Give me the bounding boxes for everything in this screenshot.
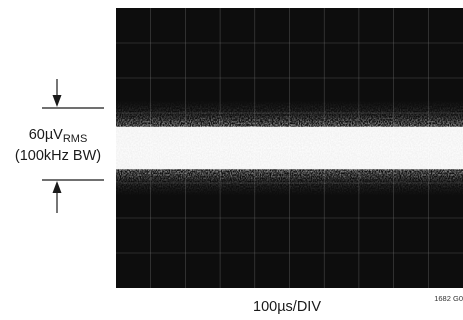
bandwidth-label: (100kHz BW) [14, 148, 102, 164]
scope-screen [116, 8, 463, 288]
measurement-arrows [42, 79, 104, 213]
rms-subscript: RMS [62, 133, 88, 145]
up-arrow-icon [52, 181, 62, 213]
rms-noise-value: 60µV [28, 127, 63, 143]
measurement-annotation: 60µVRMS (100kHz BW) [0, 0, 116, 300]
noise-trace [116, 100, 463, 196]
noise-band-edge [116, 114, 463, 182]
rms-noise-label: 60µVRMS [0, 127, 116, 147]
figure-id: 1682 G0 [434, 294, 463, 303]
down-arrow-icon [52, 79, 62, 107]
x-axis-label: 100µs/DIV [253, 299, 321, 315]
